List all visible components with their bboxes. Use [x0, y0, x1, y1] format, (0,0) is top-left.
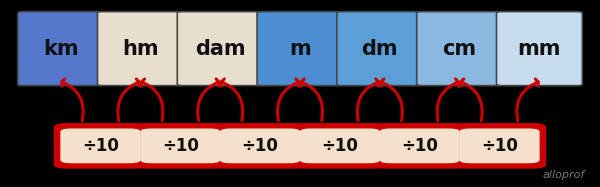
- Text: alloprof: alloprof: [543, 170, 585, 180]
- Text: ÷10: ÷10: [162, 137, 199, 155]
- FancyBboxPatch shape: [300, 128, 380, 163]
- FancyBboxPatch shape: [54, 123, 147, 169]
- FancyBboxPatch shape: [337, 12, 422, 86]
- Text: ÷10: ÷10: [242, 137, 278, 155]
- Text: dm: dm: [361, 39, 398, 59]
- Text: km: km: [43, 39, 79, 59]
- FancyBboxPatch shape: [416, 12, 503, 86]
- FancyBboxPatch shape: [380, 128, 460, 163]
- FancyBboxPatch shape: [220, 128, 300, 163]
- FancyBboxPatch shape: [460, 128, 539, 163]
- FancyBboxPatch shape: [140, 128, 220, 163]
- Text: hm: hm: [122, 39, 159, 59]
- FancyBboxPatch shape: [453, 123, 546, 169]
- Text: dam: dam: [195, 39, 245, 59]
- Text: ÷10: ÷10: [481, 137, 518, 155]
- FancyBboxPatch shape: [134, 123, 227, 169]
- FancyBboxPatch shape: [178, 12, 263, 86]
- Text: cm: cm: [443, 39, 476, 59]
- Text: ÷10: ÷10: [82, 137, 119, 155]
- FancyBboxPatch shape: [257, 12, 343, 86]
- Text: ÷10: ÷10: [322, 137, 358, 155]
- Text: m: m: [289, 39, 311, 59]
- FancyBboxPatch shape: [293, 123, 386, 169]
- FancyBboxPatch shape: [97, 12, 184, 86]
- FancyBboxPatch shape: [17, 12, 103, 86]
- Text: mm: mm: [518, 39, 561, 59]
- FancyBboxPatch shape: [373, 123, 466, 169]
- FancyBboxPatch shape: [214, 123, 307, 169]
- Text: ÷10: ÷10: [401, 137, 438, 155]
- FancyBboxPatch shape: [61, 128, 140, 163]
- FancyBboxPatch shape: [497, 12, 583, 86]
